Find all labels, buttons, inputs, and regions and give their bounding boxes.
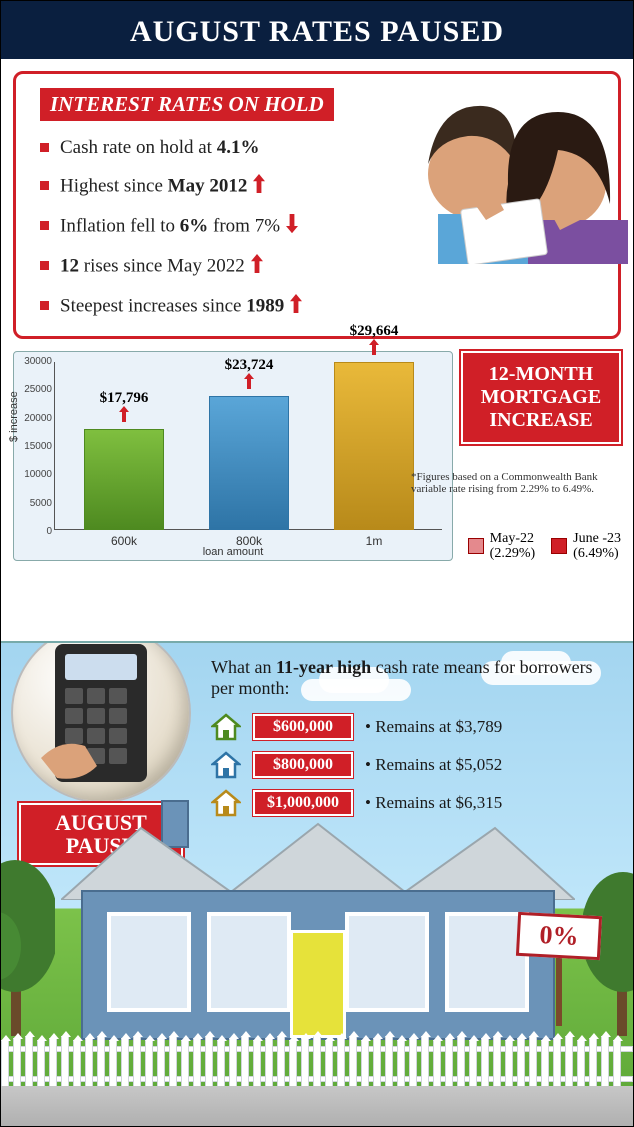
arrow-up-icon [241,373,257,394]
roof [61,820,575,900]
callout-label: INTEREST RATES ON HOLD [40,88,334,121]
chart-title-badge: 12-MONTH MORTGAGE INCREASE [461,351,621,444]
legend-label: May-22(2.29%) [490,531,536,562]
legend-item: May-22(2.29%) [468,531,536,562]
chart-legend: May-22(2.29%) June -23(6.49%) [361,531,621,562]
legend-swatch [468,538,484,554]
sign-text: 0% [516,912,602,960]
y-tick: 0 [14,526,52,537]
borrower-rows: $600,000 • Remains at $3,789 $800,000 • Re… [211,713,611,827]
bar-value-label: $17,796 [74,390,174,407]
house-body [81,890,555,1040]
arrow-up-icon [116,406,132,427]
arrow-up-icon [290,294,302,320]
legend-item: June -23(6.49%) [551,531,621,562]
sidewalk [1,1086,633,1126]
infographic-root: AUGUST RATES PAUSED INTEREST RATES ON HO… [0,0,634,1127]
remains-text: • Remains at $3,789 [365,717,502,737]
arrow-up-icon [366,339,382,360]
house-icon [211,789,241,817]
couple-illustration [398,64,628,264]
house-icon [211,713,241,741]
bar-category-label: 600k [74,534,174,548]
house-illustration [61,820,575,1040]
calculator-circle [11,641,191,803]
intro-pre: What an [211,657,276,677]
loan-amount-pill: $600,000 [253,714,353,740]
y-tick: 5000 [14,498,52,509]
y-tick: 10000 [14,469,52,480]
y-tick: 30000 [14,356,52,367]
tree-left [1,836,55,1036]
calculator-icon [41,641,161,788]
y-tick: 25000 [14,384,52,395]
window [345,912,429,1012]
house-icon [211,751,241,779]
y-tick: 20000 [14,413,52,424]
arrow-up-icon [253,174,265,200]
bar-value-label: $29,664 [324,323,424,340]
yard-sign: 0% [517,914,601,1026]
legend-label: June -23(6.49%) [573,531,621,562]
sign-post [556,956,562,1026]
remains-text: • Remains at $5,052 [365,755,502,775]
arrow-up-icon [251,254,263,280]
bar-category-label: 800k [199,534,299,548]
y-tick: 15000 [14,441,52,452]
arrow-down-icon [286,214,298,240]
bar-chart: $ increase loan amount 05000100001500020… [13,351,453,561]
bar [334,362,414,530]
bar [209,396,289,530]
window [107,912,191,1012]
loan-amount-pill: $1,000,000 [253,790,353,816]
intro-bold: 11-year high [276,657,371,677]
bar-value-label: $23,724 [199,357,299,374]
borrower-row: $800,000 • Remains at $5,052 [211,751,611,779]
chart-footnote: *Figures based on a Commonwealth Bank va… [411,471,621,495]
bullet-item: Steepest increases since 1989 [40,287,602,327]
borrower-row: $1,000,000 • Remains at $6,315 [211,789,611,817]
borrower-intro: What an 11-year high cash rate means for… [211,657,611,699]
interest-rates-box: INTEREST RATES ON HOLD Cash rate on hold… [13,71,621,339]
borrower-row: $600,000 • Remains at $3,789 [211,713,611,741]
window [207,912,291,1012]
bar [84,429,164,530]
mortgage-chart-section: $ increase loan amount 05000100001500020… [13,351,621,631]
loan-amount-pill: $800,000 [253,752,353,778]
door [290,930,346,1038]
lower-panel: AUGUST PAUSE What an 11-year high cash r… [1,641,633,1126]
page-title: AUGUST RATES PAUSED [1,1,633,59]
y-axis [54,362,55,530]
remains-text: • Remains at $6,315 [365,793,502,813]
legend-swatch [551,538,567,554]
